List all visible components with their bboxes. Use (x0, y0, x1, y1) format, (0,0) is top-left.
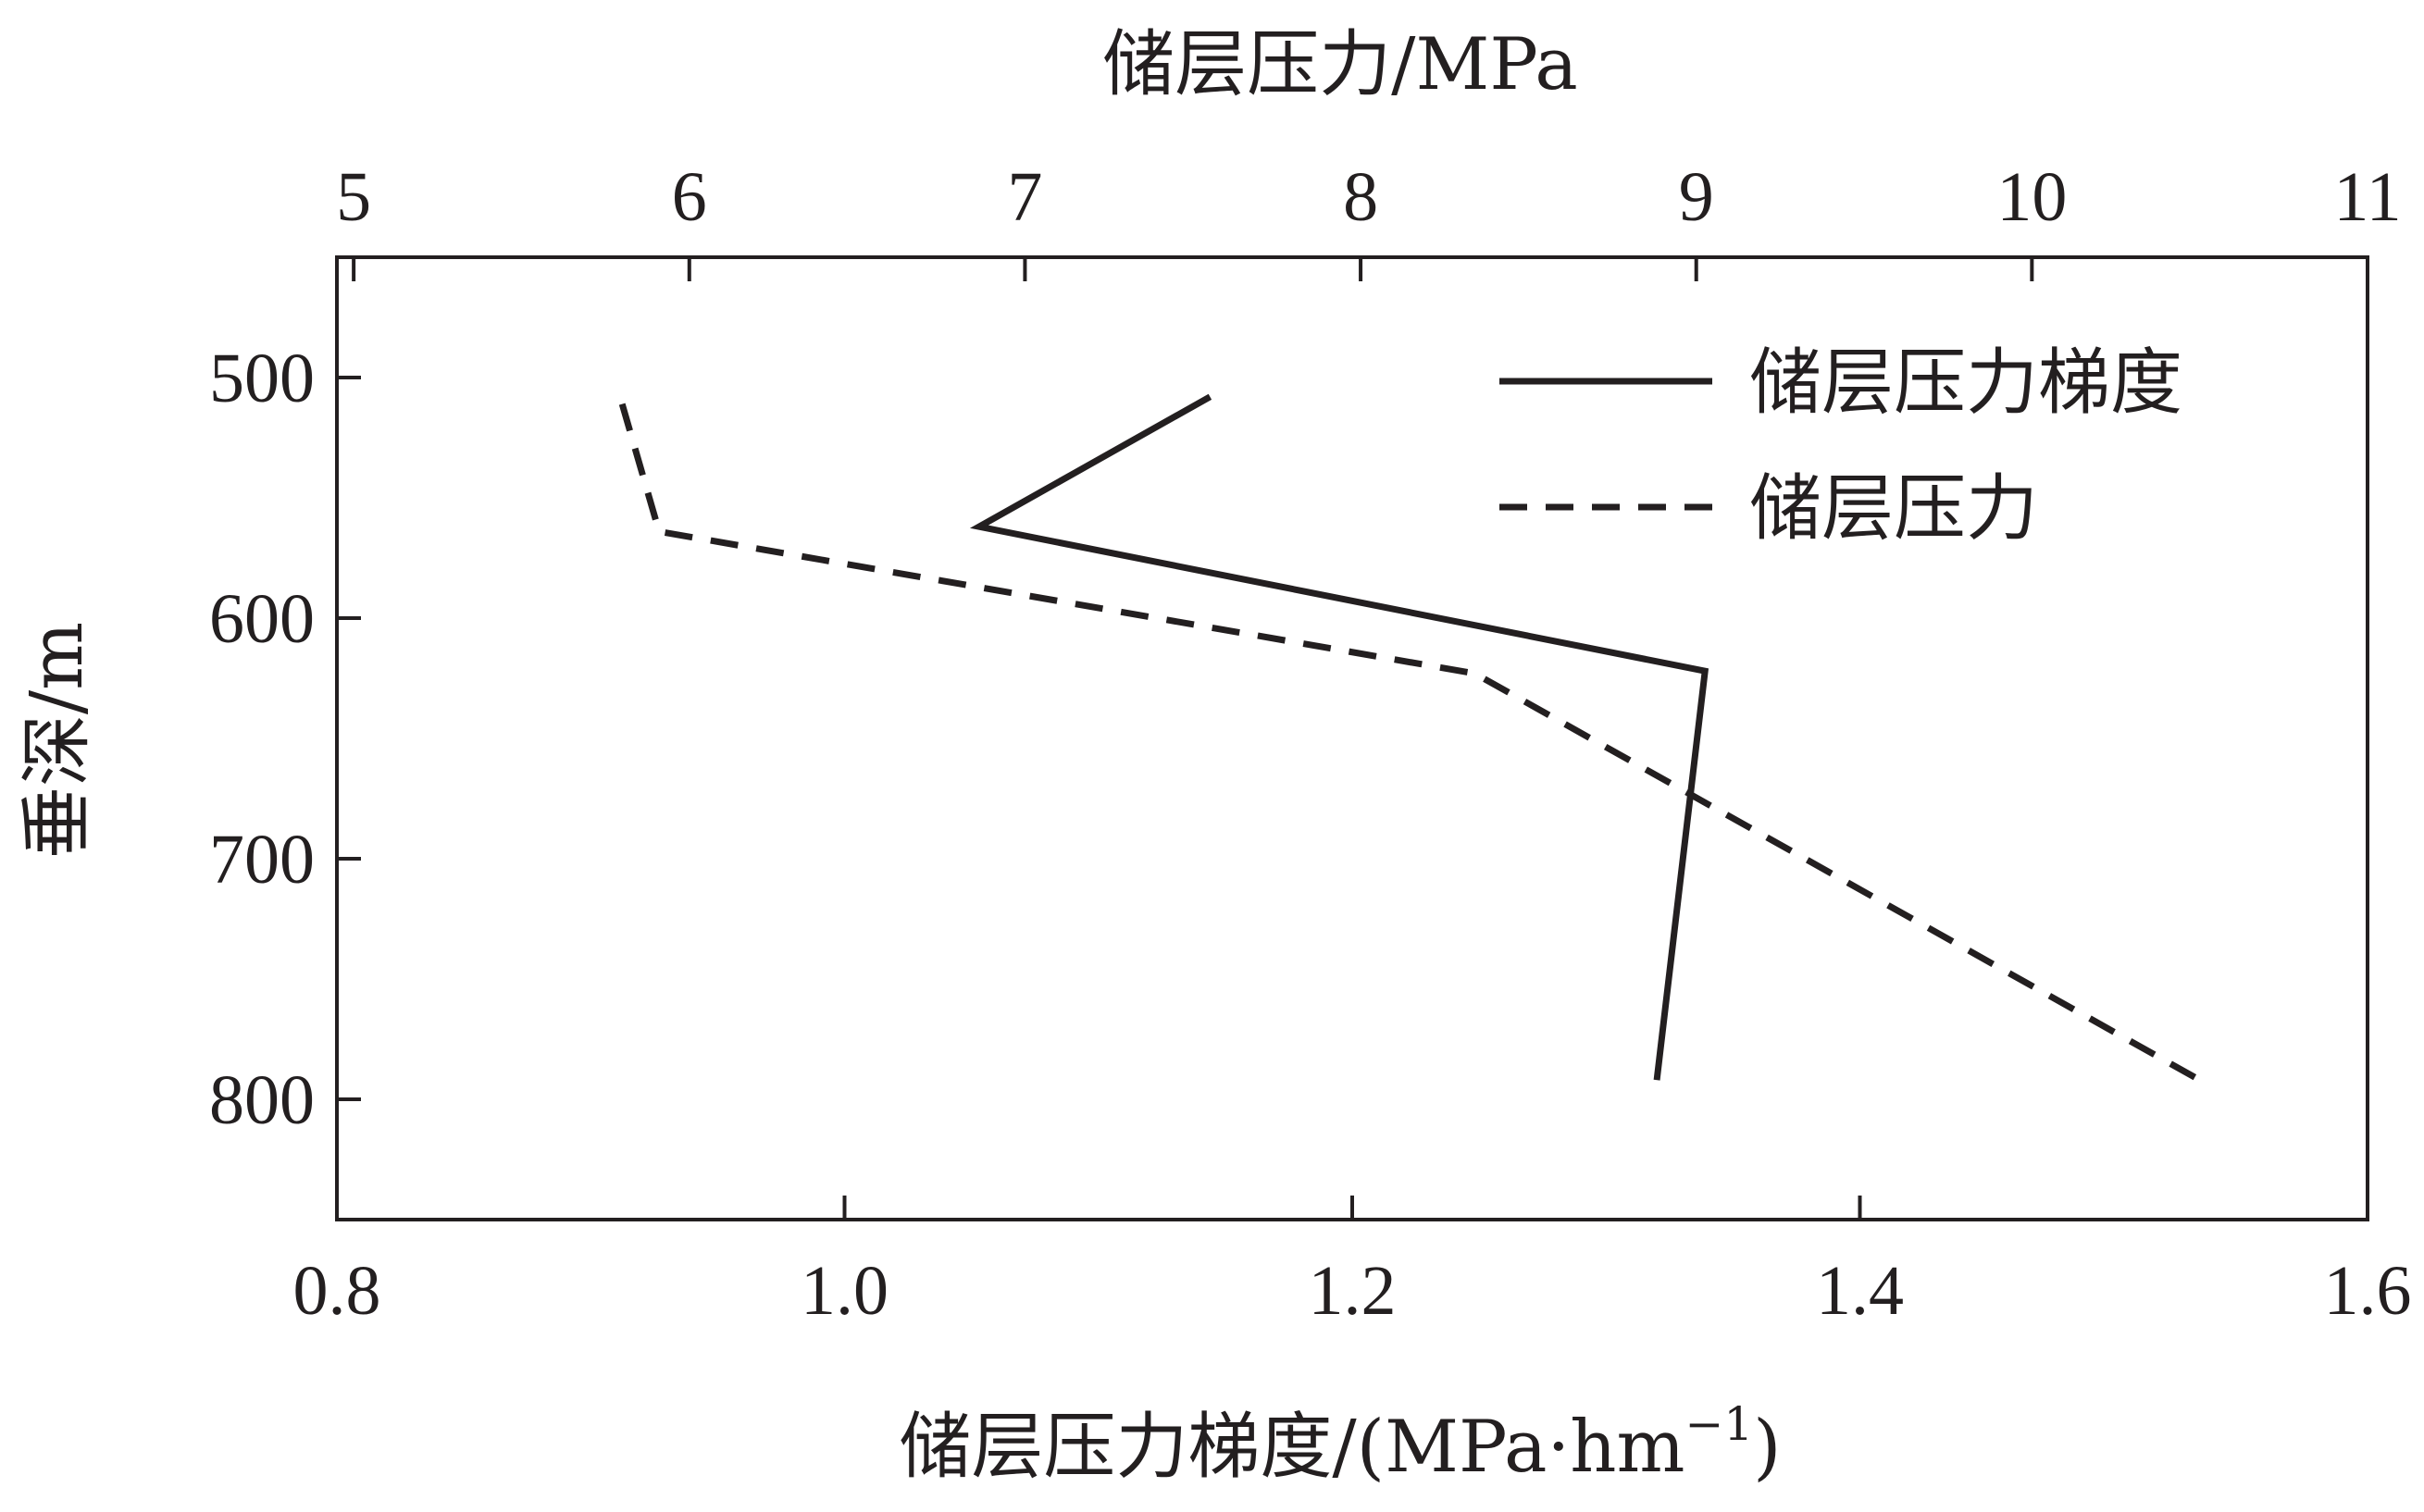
top-axis-title: 储层压力/MPa (1102, 23, 1578, 106)
bottom-axis-title-sup: −1 (1684, 1397, 1753, 1451)
series-layer (618, 393, 2202, 1084)
bottom-axis-title: 储层压力梯度/(MPa·hm−1) (899, 1397, 1781, 1489)
y-tick-label-600: 600 (209, 580, 315, 658)
legend-label-1: 储层压力 (1749, 467, 2038, 551)
legend-label-0: 储层压力梯度 (1749, 341, 2182, 425)
top-tick-label-0: 5 (336, 158, 371, 236)
top-tick-label-4: 9 (1679, 158, 1714, 236)
series-line-gradient (969, 393, 1709, 1081)
top-tick-label-1: 6 (672, 158, 707, 236)
bottom-tick-label-3: 1.4 (1816, 1252, 1904, 1330)
bottom-axis-title-main: 储层压力梯度/(MPa·hm (899, 1406, 1684, 1489)
bottom-tick-label-4: 1.6 (2324, 1252, 2412, 1330)
bottom-axis-title-end: ) (1753, 1406, 1781, 1489)
top-tick-label-3: 8 (1343, 158, 1378, 236)
bottom-tick-label-0: 0.8 (293, 1252, 381, 1330)
top-tick-label-6: 11 (2333, 158, 2401, 236)
series-line-pressure (618, 403, 2202, 1084)
y-tick-label-500: 500 (209, 340, 315, 417)
ticks: 500 600 700 800 0.8 1.0 1.2 1.4 1.6 5 6 7 8 9 10 11 (209, 158, 2412, 1330)
axis-titles: 储层压力/MPa 储层压力梯度/(MPa·hm−1) 垂深/m (16, 23, 1782, 1489)
top-tick-label-2: 7 (1007, 158, 1042, 236)
y-tick-label-700: 700 (209, 821, 315, 899)
bottom-tick-label-2: 1.2 (1309, 1252, 1397, 1330)
y-tick-label-800: 800 (209, 1061, 315, 1139)
y-axis-title: 垂深/m (16, 622, 99, 859)
bottom-tick-label-1: 1.0 (801, 1252, 889, 1330)
top-tick-label-5: 10 (1996, 158, 2067, 236)
